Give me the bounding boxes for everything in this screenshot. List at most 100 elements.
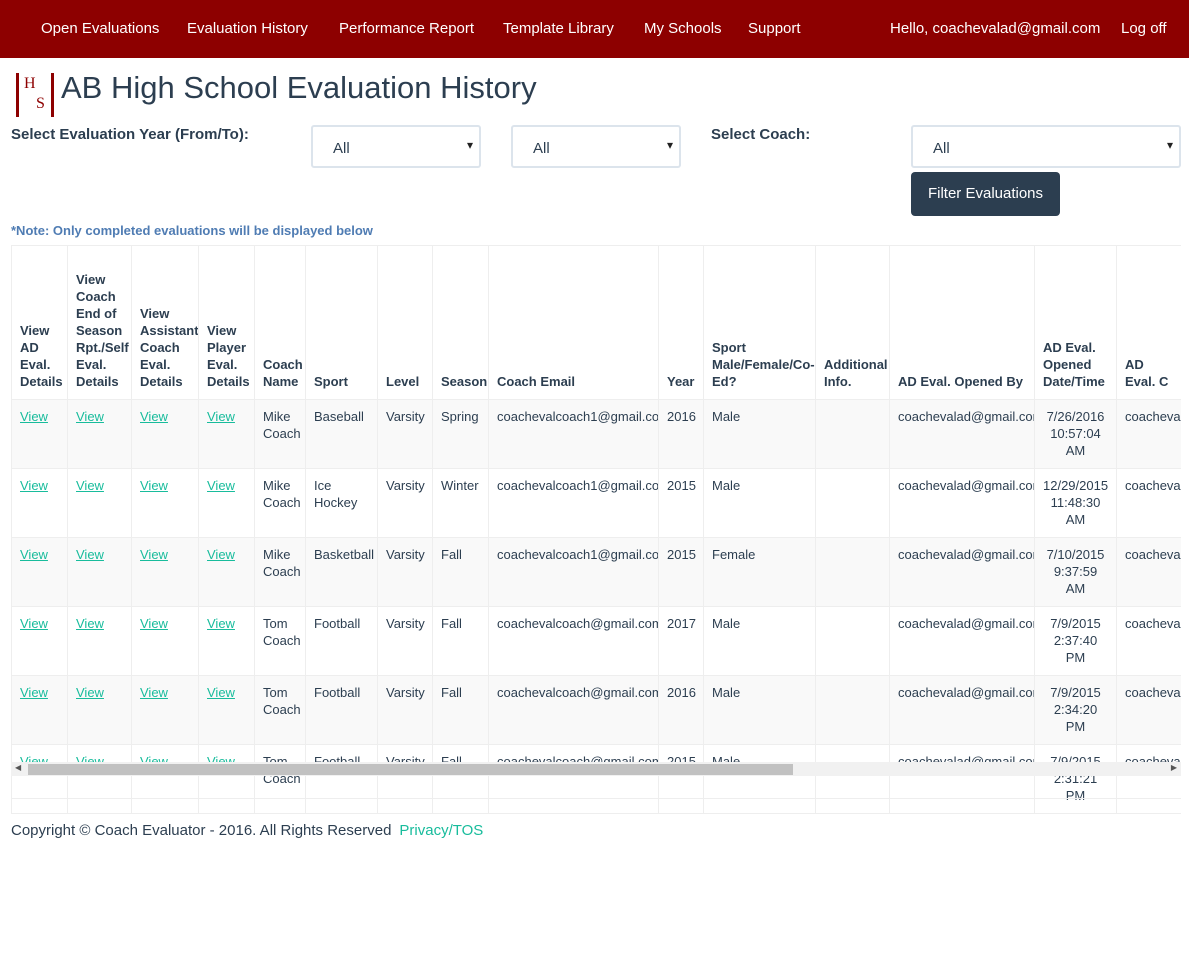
column-header: Level — [377, 245, 433, 400]
table-cell: coachevala — [1116, 468, 1181, 538]
view-link[interactable]: View — [207, 409, 235, 424]
filter-button[interactable]: Filter Evaluations — [911, 172, 1060, 216]
view-link[interactable]: View — [207, 685, 235, 700]
scrollbar[interactable]: ◀ ▶ — [11, 762, 1181, 776]
table-cell: Baseball — [305, 399, 378, 469]
table-cell — [815, 399, 890, 469]
table-cell: Varsity — [377, 675, 433, 745]
logo-letter: H — [24, 75, 36, 92]
table-cell: View — [11, 675, 68, 745]
table-cell: View — [131, 744, 199, 814]
view-link[interactable]: View — [20, 616, 48, 631]
view-link[interactable]: View — [207, 478, 235, 493]
view-link[interactable]: View — [207, 547, 235, 562]
table-cell: View — [11, 606, 68, 676]
table-cell: Mike Coach — [254, 468, 306, 538]
nav-link[interactable]: Open Evaluations — [41, 20, 160, 37]
table-cell: coachevala — [1116, 744, 1181, 814]
table-cell: Varsity — [377, 468, 433, 538]
table-cell: 7/26/2016 10:57:04 AM — [1034, 399, 1117, 469]
nav-link[interactable]: Support — [748, 20, 801, 37]
view-link[interactable]: View — [76, 685, 104, 700]
logoff-link[interactable]: Log off — [1121, 20, 1167, 37]
table-cell: coachevalcoach@gmail.com — [488, 606, 659, 676]
table-cell: 7/9/2015 2:31:21 PM — [1034, 744, 1117, 814]
privacy-link[interactable]: Privacy/TOS — [399, 822, 484, 839]
table-cell: Mike Coach — [254, 537, 306, 607]
view-link[interactable]: View — [76, 478, 104, 493]
table-cell: Male — [703, 606, 816, 676]
nav-link[interactable]: Evaluation History — [187, 20, 308, 37]
table-cell: View — [11, 744, 68, 814]
greeting[interactable]: Hello, coachevalad@gmail.com — [890, 20, 1101, 37]
table-cell: 2016 — [658, 399, 704, 469]
table-cell: Female — [703, 537, 816, 607]
column-header: Coach Name — [254, 245, 306, 400]
table-cell: Football — [305, 744, 378, 814]
nav-link[interactable]: Performance Report — [339, 20, 475, 37]
table-cell: View — [11, 537, 68, 607]
table-cell: Varsity — [377, 537, 433, 607]
column-header: Year — [658, 245, 704, 400]
scroll-thumb[interactable] — [28, 764, 793, 775]
view-link[interactable]: View — [207, 616, 235, 631]
column-header: Sport Male/Female/Co-Ed? — [703, 245, 816, 400]
table-cell: Tom Coach — [254, 606, 306, 676]
table-cell: Ice Hockey — [305, 468, 378, 538]
table-cell: coachevala — [1116, 675, 1181, 745]
table-cell: View — [67, 675, 132, 745]
table-cell: 2017 — [658, 606, 704, 676]
year-to-select[interactable]: All — [511, 125, 681, 168]
view-link[interactable]: View — [20, 547, 48, 562]
table-cell: coachevalcoach1@gmail.com — [488, 399, 659, 469]
table-cell: coachevalcoach1@gmail.com — [488, 537, 659, 607]
view-link[interactable]: View — [20, 409, 48, 424]
table-cell: 2015 — [658, 468, 704, 538]
navbar: Hello, coachevalad@gmail.com Log off Ope… — [0, 0, 1189, 58]
table-cell: View — [131, 675, 199, 745]
table-cell: Mike Coach — [254, 399, 306, 469]
table-cell — [815, 606, 890, 676]
view-link[interactable]: View — [140, 478, 168, 493]
view-link[interactable]: View — [76, 409, 104, 424]
view-link[interactable]: View — [140, 547, 168, 562]
view-link[interactable]: View — [76, 547, 104, 562]
coach-select[interactable]: All — [911, 125, 1181, 168]
table-cell: 2015 — [658, 537, 704, 607]
table-cell: Tom Coach — [254, 675, 306, 745]
view-link[interactable]: View — [140, 409, 168, 424]
table-cell: Male — [703, 399, 816, 469]
table-cell: View — [198, 744, 255, 814]
nav-link[interactable]: Template Library — [503, 20, 614, 37]
view-link[interactable]: View — [140, 685, 168, 700]
table-row: View View View View Mike Coach Baseball Varsit… — [11, 399, 1181, 469]
table-cell — [815, 675, 890, 745]
table-cell: View — [131, 537, 199, 607]
scroll-right[interactable]: ▶ — [1170, 763, 1177, 772]
table-cell: coachevalcoach@gmail.com — [488, 744, 659, 814]
nav-link[interactable]: My Schools — [644, 20, 722, 37]
evaluation-table: View AD Eval. Details View Coach End of S… — [11, 245, 1181, 814]
view-link[interactable]: View — [20, 478, 48, 493]
column-header: Sport — [305, 245, 378, 400]
view-link[interactable]: View — [140, 616, 168, 631]
table-cell: View — [67, 744, 132, 814]
table-cell: coachevalad@gmail.com — [889, 606, 1035, 676]
table-cell: View — [67, 468, 132, 538]
year-label: Select Evaluation Year (From/To): — [11, 126, 249, 143]
table-cell: View — [198, 606, 255, 676]
view-link[interactable]: View — [20, 685, 48, 700]
year-from-select[interactable]: All — [311, 125, 481, 168]
table-cell: 7/9/2015 2:34:20 PM — [1034, 675, 1117, 745]
table-row: View View View View Mike Coach Basketball Vars… — [11, 537, 1181, 607]
logo: H S — [16, 73, 54, 117]
scroll-left[interactable]: ◀ — [15, 763, 22, 772]
table-cell: Basketball — [305, 537, 378, 607]
view-link[interactable]: View — [76, 616, 104, 631]
column-header: Season — [432, 245, 489, 400]
table-cell: View — [198, 399, 255, 469]
table-cell: coachevalad@gmail.com — [889, 468, 1035, 538]
column-header: AD Eval. C — [1116, 245, 1181, 400]
table-cell: View — [131, 399, 199, 469]
